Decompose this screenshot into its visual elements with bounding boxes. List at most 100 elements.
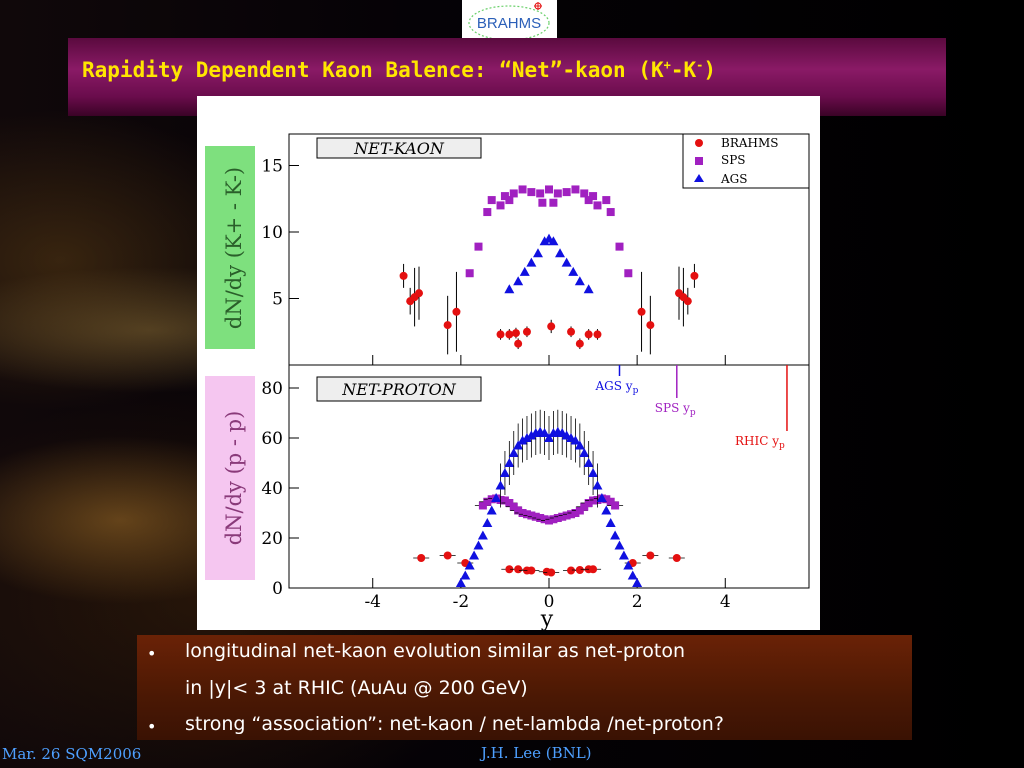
point-top-ags xyxy=(513,276,524,286)
ylabel-bottom-box xyxy=(205,376,255,580)
point-bottom-sps xyxy=(602,495,611,504)
point-top-brahms xyxy=(646,321,655,330)
xtick-label: 2 xyxy=(632,592,643,612)
point-bottom-ags xyxy=(464,560,475,570)
point-bottom-ags xyxy=(592,480,603,490)
point-top-ags xyxy=(519,266,530,276)
point-bottom-ags xyxy=(544,433,554,442)
point-bottom-ags xyxy=(460,570,471,580)
point-bottom-ags xyxy=(495,480,506,490)
title-mid: -K xyxy=(670,58,697,82)
point-top-brahms xyxy=(511,329,520,338)
point-top-sps xyxy=(483,208,492,217)
point-bottom-sps xyxy=(531,512,540,521)
beam-rapidity-label-2: RHIC yp xyxy=(735,434,785,451)
ytick-label-bottom: 80 xyxy=(261,379,283,399)
point-bottom-sps xyxy=(580,502,589,511)
point-top-ags xyxy=(526,257,537,267)
point-bottom-ags xyxy=(579,448,590,457)
point-top-sps xyxy=(602,196,611,205)
slide-title: Rapidity Dependent Kaon Balence: “Net”-k… xyxy=(82,58,942,98)
point-top-ags xyxy=(561,257,572,267)
point-top-brahms xyxy=(683,297,692,306)
point-bottom-brahms xyxy=(514,565,523,574)
point-top-sps xyxy=(509,189,518,198)
point-top-sps xyxy=(615,242,624,251)
point-bottom-ags xyxy=(610,530,621,540)
point-bottom-ags xyxy=(477,530,488,540)
point-bottom-sps xyxy=(509,502,518,511)
point-bottom-ags xyxy=(614,540,625,550)
title-end: ) xyxy=(703,58,717,82)
point-top-sps xyxy=(518,185,527,194)
bullet-1-line-2: in |y|< 3 at RHIC (AuAu @ 200 GeV) xyxy=(185,677,528,699)
beam-rapidity-sub-2: p xyxy=(779,441,785,451)
point-bottom-sps xyxy=(553,514,562,522)
ytick-label-bottom: 40 xyxy=(261,479,283,499)
plot-panel: dN/dy (K+ - K-) dN/dy (p - p) NET-KAON N… xyxy=(197,96,820,632)
beam-rapidity-label-1: SPS yp xyxy=(655,401,696,418)
beam-rapidity-sub-1: p xyxy=(690,408,696,418)
point-top-brahms xyxy=(415,289,423,298)
point-bottom-ags xyxy=(482,518,493,527)
point-bottom-sps xyxy=(562,511,571,520)
point-bottom-sps xyxy=(606,497,615,506)
title-main: Rapidity Dependent Kaon Balence: “Net”-k… xyxy=(82,58,664,82)
footer-date: Mar. 26 SQM2006 xyxy=(2,745,142,763)
ylabel-top: dN/dy (K+ - K-) xyxy=(222,167,246,329)
ytick-label-top: 10 xyxy=(261,223,283,243)
netkaon-label-box xyxy=(316,137,482,159)
point-bottom-ags xyxy=(491,493,502,502)
point-top-sps xyxy=(496,201,505,210)
point-bottom-sps xyxy=(540,515,549,524)
point-bottom-sps xyxy=(558,512,567,521)
point-bottom-sps xyxy=(527,511,536,520)
beam-rapidity-sub-0: p xyxy=(633,386,639,396)
point-bottom-ags xyxy=(526,430,537,440)
point-top-brahms xyxy=(547,322,556,331)
legend-brahms: BRAHMS xyxy=(721,136,779,150)
ytick-label-top: 15 xyxy=(261,157,283,177)
point-bottom-brahms xyxy=(527,566,536,575)
point-top-sps xyxy=(580,189,589,198)
footer-author: J.H. Lee (BNL) xyxy=(481,744,592,762)
point-bottom-brahms xyxy=(417,554,426,562)
point-bottom-brahms xyxy=(505,565,514,574)
point-bottom-sps xyxy=(584,499,593,507)
point-bottom-ags xyxy=(618,550,629,560)
point-bottom-ags xyxy=(513,440,524,450)
point-bottom-ags xyxy=(601,505,612,515)
title-sup-plus: + xyxy=(663,58,671,72)
point-bottom-ags xyxy=(504,458,515,467)
legend-brahms-marker xyxy=(695,139,703,147)
point-bottom-ags xyxy=(521,433,532,442)
plot-svg: dN/dy (K+ - K-) dN/dy (p - p) NET-KAON N… xyxy=(205,133,810,632)
legend-sps-marker xyxy=(695,157,703,165)
ytick-label-bottom: 0 xyxy=(272,579,283,599)
point-bottom-brahms xyxy=(547,568,556,577)
point-top-brahms xyxy=(505,330,514,339)
beam-rapidity-label-0: AGS yp xyxy=(595,379,639,396)
point-top-ags xyxy=(548,236,559,246)
xtick-label: -2 xyxy=(453,592,470,612)
point-top-brahms xyxy=(443,321,452,330)
point-top-sps xyxy=(562,188,571,197)
point-bottom-ags xyxy=(596,493,607,502)
point-top-brahms xyxy=(399,271,408,280)
point-bottom-sps xyxy=(536,514,545,522)
legend-sps: SPS xyxy=(721,153,746,167)
point-top-brahms xyxy=(575,339,584,348)
point-bottom-brahms xyxy=(646,551,655,560)
netkaon-label: NET-KAON xyxy=(353,139,445,158)
point-top-sps xyxy=(505,196,514,205)
point-bottom-ags xyxy=(517,435,528,445)
point-bottom-sps xyxy=(575,506,584,515)
point-bottom-ags xyxy=(455,578,466,587)
point-top-sps xyxy=(593,201,602,210)
point-bottom-sps xyxy=(567,510,576,519)
point-bottom-ags xyxy=(605,518,616,527)
point-top-sps xyxy=(606,208,615,217)
bullet-dot-1: • xyxy=(147,644,157,663)
ytick-label-bottom: 60 xyxy=(261,429,283,449)
point-bottom-ags xyxy=(570,435,581,445)
